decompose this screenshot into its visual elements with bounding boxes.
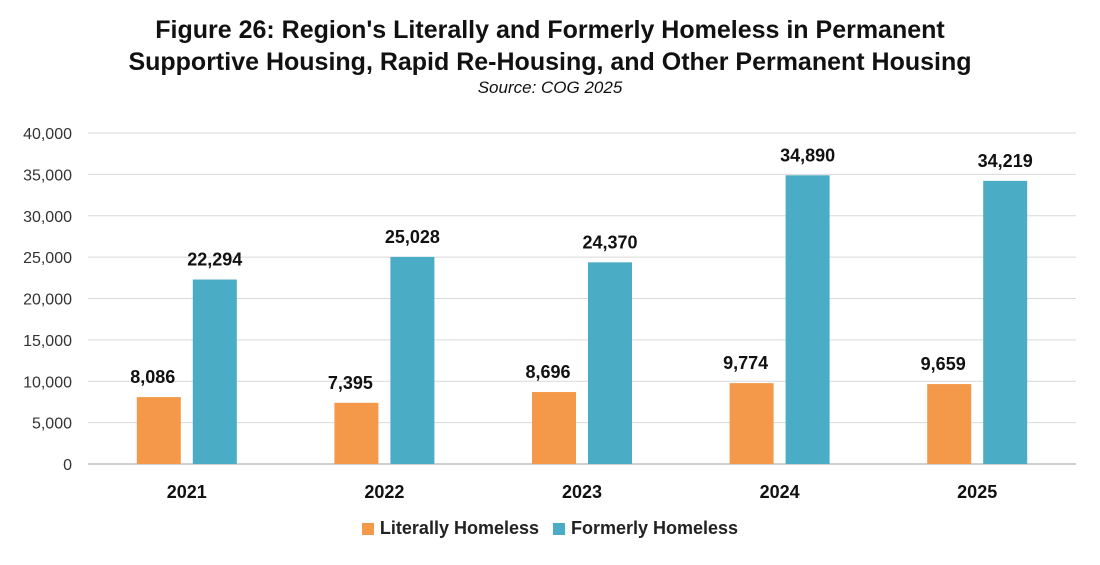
bar-literally-2024 xyxy=(729,383,774,464)
x-tick-label: 2021 xyxy=(167,482,207,502)
bar-literally-2023 xyxy=(532,392,576,464)
data-label-formerly-2021: 22,294 xyxy=(187,250,242,270)
chart-title-block: Figure 26: Region's Literally and Former… xyxy=(0,14,1100,98)
data-label-literally-2022: 7,395 xyxy=(328,373,373,393)
bar-literally-2021 xyxy=(136,397,181,464)
data-label-formerly-2025: 34,219 xyxy=(978,151,1033,171)
bar-literally-2025 xyxy=(927,384,972,464)
y-tick-label: 25,000 xyxy=(23,250,72,267)
x-axis: 2021 2022 2023 2024 2025 xyxy=(167,482,997,502)
data-label-literally-2021: 8,086 xyxy=(130,367,175,387)
y-tick-label: 15,000 xyxy=(23,333,72,350)
y-tick-label: 10,000 xyxy=(23,374,72,391)
x-tick-label: 2025 xyxy=(957,482,997,502)
chart-title-line-1: Figure 26: Region's Literally and Former… xyxy=(155,16,945,44)
bars: 8,086 22,294 7,395 25,028 8,696 24,370 9,774 34… xyxy=(130,145,1033,464)
x-tick-label: 2022 xyxy=(364,482,404,502)
legend-item-formerly: Formerly Homeless xyxy=(553,518,738,539)
y-tick-label: 35,000 xyxy=(23,167,72,184)
legend: Literally Homeless Formerly Homeless xyxy=(0,518,1100,539)
data-label-literally-2023: 8,696 xyxy=(525,362,570,382)
chart-source: Source: COG 2025 xyxy=(477,78,623,97)
x-tick-label: 2023 xyxy=(562,482,602,502)
data-label-formerly-2024: 34,890 xyxy=(780,145,835,165)
data-label-literally-2024: 9,774 xyxy=(723,353,768,373)
gridlines xyxy=(88,132,1076,465)
y-tick-label: 30,000 xyxy=(23,209,72,226)
bar-formerly-2024 xyxy=(785,175,830,464)
y-axis: 0 5,000 10,000 15,000 20,000 25,000 30,000 35,0… xyxy=(23,126,72,474)
legend-swatch-formerly xyxy=(553,522,565,535)
data-label-formerly-2022: 25,028 xyxy=(385,227,440,247)
data-label-literally-2025: 9,659 xyxy=(921,354,966,374)
bar-formerly-2025 xyxy=(983,180,1028,464)
bar-literally-2022 xyxy=(334,402,379,464)
legend-label-formerly: Formerly Homeless xyxy=(571,518,739,538)
y-tick-label: 20,000 xyxy=(23,292,72,309)
chart-title-line-2: Supportive Housing, Rapid Re-Housing, an… xyxy=(128,48,972,76)
bar-formerly-2023 xyxy=(588,262,632,464)
bar-formerly-2022 xyxy=(390,256,435,464)
legend-item-literally: Literally Homeless xyxy=(361,518,539,539)
bar-formerly-2021 xyxy=(192,279,237,464)
legend-label-literally: Literally Homeless xyxy=(379,518,539,538)
y-tick-label: 5,000 xyxy=(32,416,72,433)
y-tick-label: 0 xyxy=(63,457,72,474)
legend-swatch-literally xyxy=(361,522,374,535)
data-label-formerly-2023: 24,370 xyxy=(582,232,637,252)
y-tick-label: 40,000 xyxy=(23,126,72,143)
x-tick-label: 2024 xyxy=(760,482,800,502)
